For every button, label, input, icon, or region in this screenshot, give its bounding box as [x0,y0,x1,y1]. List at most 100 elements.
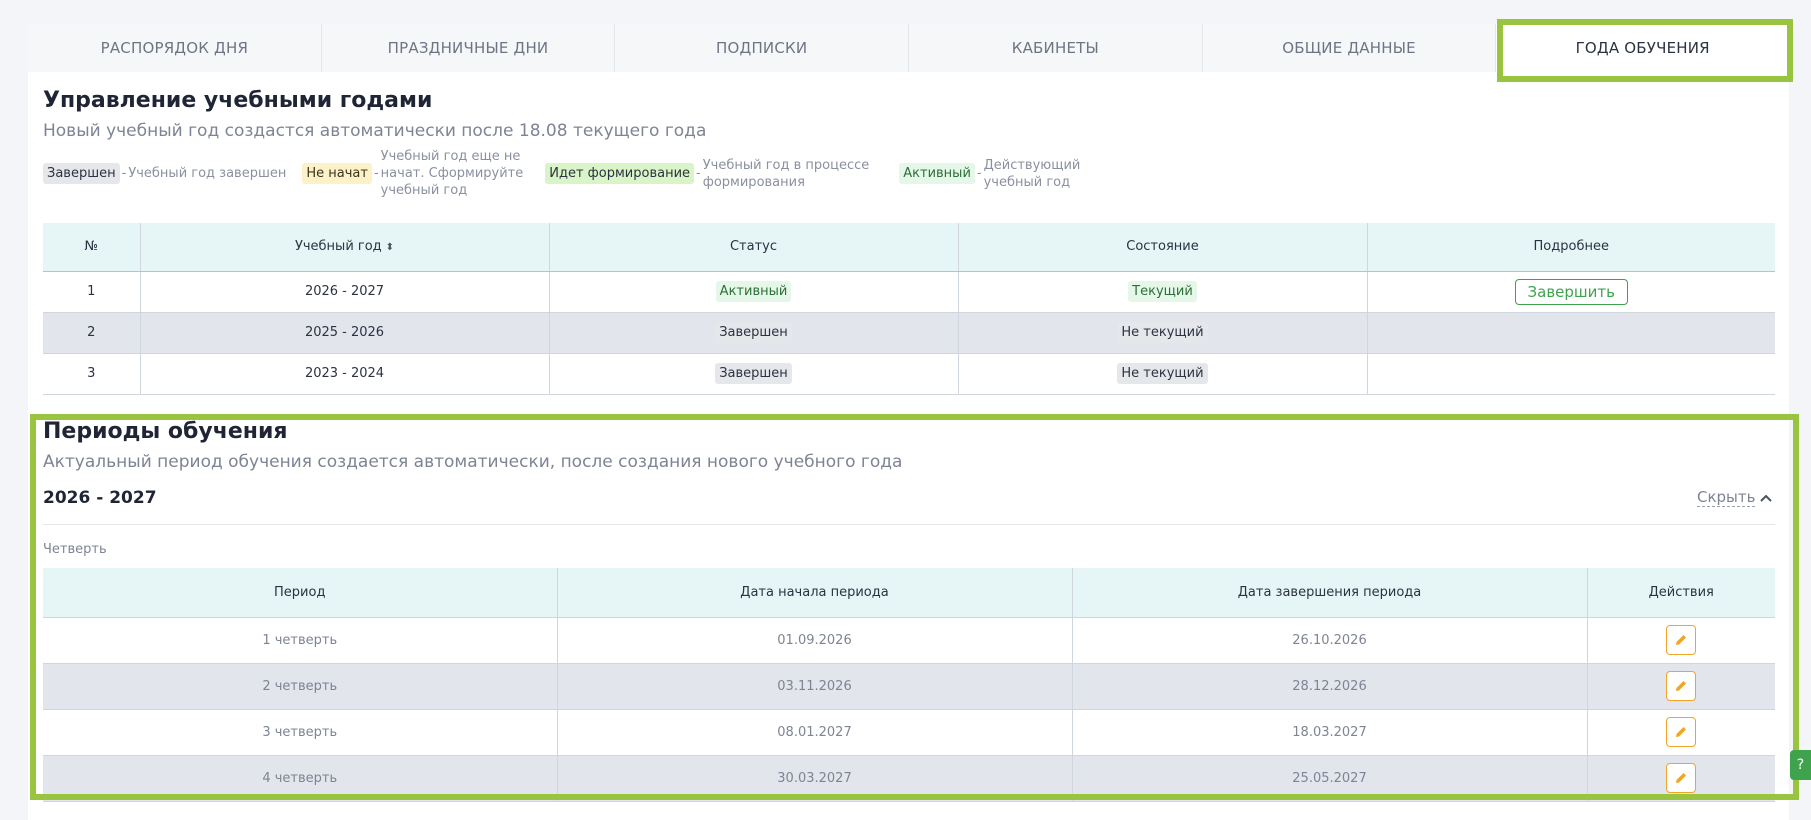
status-badge: Завершен [715,363,792,384]
legend-desc-line: Учебный год еще не [380,149,521,164]
cell-end-date: 18.03.2027 [1072,709,1588,756]
settings-tabs: РАСПОРЯДОК ДНЯ ПРАЗДНИЧНЫЕ ДНИ ПОДПИСКИ … [28,24,1790,72]
cell-start-date: 08.01.2027 [557,709,1073,756]
legend-desc-line: учебный год [380,183,468,198]
col-header-state: Состояние [958,223,1368,272]
col-header-actions: Действия [1587,568,1775,618]
legend-desc: Действующий учебный год [984,157,1081,191]
periods-section-title: Периоды обучения [43,419,288,444]
cell-more [1367,312,1775,354]
tab-daily-schedule[interactable]: РАСПОРЯДОК ДНЯ [28,24,322,72]
col-header-year[interactable]: Учебный год ⬍ [140,223,550,272]
cell-more: Завершить [1367,271,1775,313]
col-header-number: № [43,223,141,272]
cell-number: 1 [43,271,141,313]
hide-toggle[interactable]: Скрыть [1697,488,1773,507]
cell-end-date: 25.05.2027 [1072,755,1588,802]
legend-item-done: Завершен - Учебный год завершен [43,163,286,184]
edit-period-button[interactable] [1666,763,1697,793]
periods-section-subtitle: Актуальный период обучения создается авт… [43,452,903,472]
status-legend: Завершен - Учебный год завершен Не начат… [43,148,1096,199]
cell-more [1367,353,1775,395]
legend-desc-line: Действующий [983,157,1081,173]
cell-state: Не текущий [958,312,1368,354]
col-header-more: Подробнее [1367,223,1775,272]
cell-actions [1587,709,1775,756]
tab-classrooms[interactable]: КАБИНЕТЫ [909,24,1203,72]
status-badge: Активный [715,281,792,302]
tab-holidays[interactable]: ПРАЗДНИЧНЫЕ ДНИ [321,24,616,72]
cell-year: 2026 - 2027 [140,271,550,313]
status-badge: Активный [899,163,975,184]
col-header-period: Период [43,568,558,618]
finish-year-button[interactable]: Завершить [1514,278,1628,305]
cell-start-date: 03.11.2026 [557,663,1073,710]
table-row: 1 четверть 01.09.2026 26.10.2026 [43,617,1775,664]
cell-end-date: 28.12.2026 [1072,663,1588,710]
status-badge: Не начат [302,163,372,184]
cell-start-date: 01.09.2026 [557,617,1073,664]
table-row: 2 2025 - 2026 Завершен Не текущий [43,312,1775,354]
legend-desc: Учебный год еще не начат. Сформируйте уч… [381,148,524,199]
legend-desc-line: формирования [702,174,805,190]
study-years-table: № Учебный год ⬍ Статус Состояние Подробне… [43,223,1775,395]
legend-dash: - [696,166,701,181]
cell-start-date: 30.03.2027 [557,755,1073,802]
table-row: 1 2026 - 2027 Активный Текущий Завершить [43,271,1775,313]
pencil-icon [1676,681,1687,691]
pencil-icon [1676,635,1687,645]
cell-period: 4 четверть [43,755,558,802]
table-row: 3 четверть 08.01.2027 18.03.2027 [43,709,1775,756]
legend-item-active: Активный - Действующий учебный год [899,157,1080,191]
status-badge: Завершен [715,322,792,343]
legend-dash: - [373,166,379,181]
tab-general-data[interactable]: ОБЩИЕ ДАННЫЕ [1202,24,1497,72]
col-header-status: Статус [549,223,959,272]
table-row: 4 четверть 30.03.2027 25.05.2027 [43,755,1775,802]
table-header-row: Период Дата начала периода Дата завершен… [43,568,1775,618]
cell-actions [1587,617,1775,664]
table-row: 2 четверть 03.11.2026 28.12.2026 [43,663,1775,710]
legend-item-not-started: Не начат - Учебный год еще не начат. Сфо… [302,148,523,199]
state-badge: Не текущий [1117,322,1208,343]
cell-end-date: 26.10.2026 [1072,617,1588,664]
legend-desc-line: начат. Сформируйте [380,166,524,181]
divider [43,524,1775,525]
status-badge: Завершен [43,163,120,184]
legend-desc-line: учебный год [983,174,1071,190]
period-year-label: 2026 - 2027 [43,488,157,508]
cell-number: 3 [43,353,141,395]
edit-period-button[interactable] [1666,717,1697,747]
table-row: 3 2023 - 2024 Завершен Не текущий [43,353,1775,395]
table-header-row: № Учебный год ⬍ Статус Состояние Подробне… [43,223,1775,272]
years-section-title: Управление учебными годами [43,88,433,113]
help-button[interactable]: ? [1790,750,1811,780]
hide-toggle-label: Скрыть [1697,488,1756,507]
sort-icon[interactable]: ⬍ [385,242,395,254]
pencil-icon [1676,727,1687,737]
cell-period: 2 четверть [43,663,558,710]
tab-subscriptions[interactable]: ПОДПИСКИ [615,24,910,72]
col-header-year-label: Учебный год [294,239,382,255]
cell-number: 2 [43,312,141,354]
col-header-start-date: Дата начала периода [557,568,1073,618]
state-badge: Текущий [1128,281,1197,302]
edit-period-button[interactable] [1666,671,1697,701]
cell-status: Завершен [549,312,959,354]
legend-desc-line: Учебный год в процессе [702,157,870,173]
periods-table: Период Дата начала периода Дата завершен… [43,568,1775,802]
cell-state: Не текущий [958,353,1368,395]
pencil-icon [1676,773,1687,783]
cell-year: 2025 - 2026 [140,312,550,354]
col-header-end-date: Дата завершения периода [1072,568,1588,618]
tab-study-years[interactable]: ГОДА ОБУЧЕНИЯ [1496,24,1790,72]
edit-period-button[interactable] [1666,625,1697,655]
legend-item-forming: Идет формирование - Учебный год в процес… [545,157,869,191]
legend-dash: - [121,166,127,181]
legend-dash: - [976,166,982,181]
legend-desc: Учебный год завершен [128,166,287,181]
cell-actions [1587,755,1775,802]
state-badge: Не текущий [1117,363,1208,384]
cell-actions [1587,663,1775,710]
years-section-subtitle: Новый учебный год создастся автоматическ… [43,121,707,141]
